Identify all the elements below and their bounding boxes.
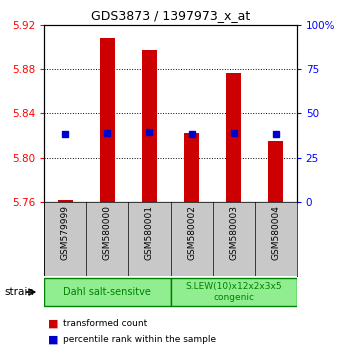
Bar — [268, 141, 283, 202]
Text: S.LEW(10)x12x2x3x5
congenic: S.LEW(10)x12x2x3x5 congenic — [185, 282, 282, 302]
Text: Dahl salt-sensitve: Dahl salt-sensitve — [63, 287, 151, 297]
Bar — [58, 200, 73, 202]
Text: GSM580004: GSM580004 — [271, 205, 280, 261]
Text: GSM579999: GSM579999 — [61, 205, 70, 261]
Text: GSM580002: GSM580002 — [187, 205, 196, 261]
Text: GSM580000: GSM580000 — [103, 205, 112, 261]
Text: GSM580001: GSM580001 — [145, 205, 154, 261]
Text: transformed count: transformed count — [63, 319, 147, 329]
Bar — [170, 278, 297, 306]
Title: GDS3873 / 1397973_x_at: GDS3873 / 1397973_x_at — [91, 9, 250, 22]
Text: ■: ■ — [48, 319, 58, 329]
Bar — [100, 38, 115, 202]
Text: percentile rank within the sample: percentile rank within the sample — [63, 335, 216, 344]
Text: ■: ■ — [48, 335, 58, 345]
Bar — [142, 50, 157, 202]
Bar — [226, 73, 241, 202]
Bar — [184, 133, 199, 202]
Text: GSM580003: GSM580003 — [229, 205, 238, 261]
Bar — [44, 278, 170, 306]
Text: strain: strain — [4, 287, 34, 297]
